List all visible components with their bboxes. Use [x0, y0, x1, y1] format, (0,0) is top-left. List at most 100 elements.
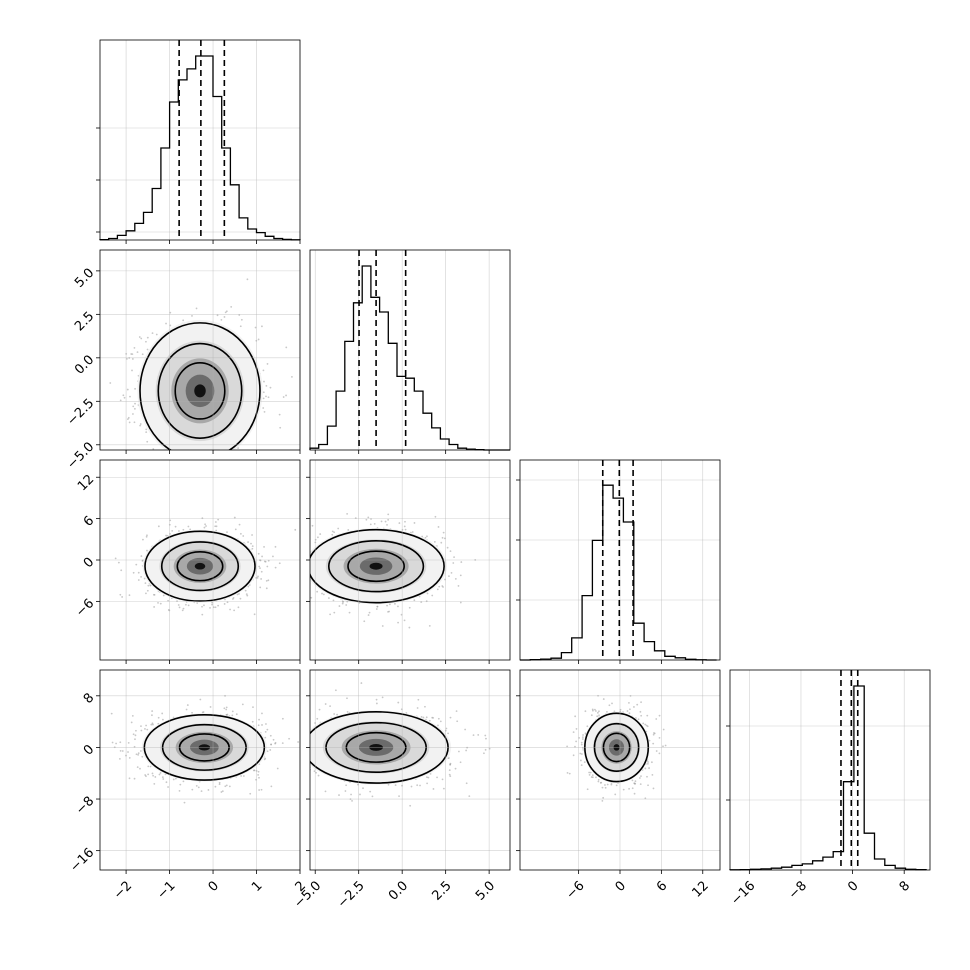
scatter-point — [135, 753, 138, 756]
scatter-point — [397, 605, 399, 608]
scatter-point — [251, 534, 253, 536]
scatter-point — [117, 561, 120, 564]
scatter-point — [263, 546, 265, 548]
scatter-point — [182, 528, 185, 531]
scatter-point — [157, 525, 160, 528]
scatter-point — [115, 742, 117, 745]
scatter-point — [331, 533, 334, 536]
scatter-point — [398, 522, 401, 524]
scatter-point — [327, 597, 330, 599]
scatter-point — [167, 454, 169, 456]
scatter-point — [146, 348, 149, 351]
scatter-point — [218, 781, 221, 784]
scatter-point — [133, 777, 136, 780]
scatter-point — [217, 452, 219, 454]
scatter-point — [139, 767, 141, 770]
scatter-point — [140, 576, 142, 578]
scatter-point — [120, 569, 123, 572]
scatter-point — [316, 590, 319, 593]
scatter-point — [119, 399, 122, 402]
scatter-point — [140, 337, 143, 340]
scatter-point — [297, 741, 299, 743]
scatter-point — [304, 565, 306, 567]
scatter-point — [238, 523, 241, 526]
scatter-point — [136, 351, 139, 354]
scatter-point — [214, 606, 217, 609]
scatter-point — [126, 388, 129, 391]
scatter-point — [302, 552, 304, 554]
scatter-point — [260, 570, 263, 573]
scatter-point — [442, 531, 445, 534]
scatter-point — [197, 786, 200, 789]
scatter-point — [231, 710, 234, 713]
scatter-point — [263, 758, 266, 761]
scatter-point — [267, 396, 270, 399]
scatter-point — [253, 613, 256, 616]
scatter-point — [126, 357, 128, 360]
scatter-point — [133, 421, 136, 424]
scatter-point — [230, 306, 233, 308]
scatter-point — [264, 736, 267, 739]
scatter-point — [167, 786, 169, 788]
scatter-point — [274, 545, 277, 548]
scatter-point — [161, 712, 164, 715]
scatter-point — [269, 386, 272, 389]
scatter-point — [167, 608, 170, 611]
scatter-point — [387, 513, 390, 516]
scatter-point — [266, 363, 269, 365]
scatter-point — [150, 723, 153, 726]
scatter-point — [321, 592, 323, 595]
scatter-point — [159, 772, 162, 774]
scatter-point — [136, 766, 139, 768]
scatter-point — [145, 724, 148, 727]
scatter-point — [303, 581, 305, 583]
scatter-point — [201, 613, 204, 616]
scatter-point — [215, 525, 218, 528]
scatter-point — [257, 770, 260, 773]
scatter-point — [265, 723, 267, 725]
contour-0 — [310, 528, 445, 604]
scatter-point — [291, 375, 293, 378]
scatter-point — [338, 605, 341, 607]
scatter-point — [226, 601, 229, 604]
scatter-point — [424, 536, 427, 539]
scatter-point — [224, 785, 227, 788]
scatter-point — [146, 534, 148, 537]
scatter-point — [131, 353, 134, 355]
scatter-point — [317, 536, 319, 539]
scatter-point — [240, 451, 242, 453]
scatter-point — [204, 523, 206, 526]
scatter-point — [130, 721, 133, 724]
density-level-4 — [194, 384, 206, 398]
scatter-point — [231, 598, 234, 600]
scatter-point — [127, 751, 129, 753]
scatter-point — [369, 523, 372, 526]
scatter-point — [217, 604, 220, 607]
scatter-point — [132, 413, 134, 415]
panel-content — [109, 278, 293, 456]
scatter-point — [151, 332, 154, 335]
scatter-point — [178, 606, 181, 609]
scatter-point — [165, 781, 168, 784]
scatter-point — [261, 712, 263, 715]
scatter-point — [307, 569, 309, 571]
scatter-point — [144, 774, 147, 776]
scatter-point — [454, 577, 457, 580]
scatter-point — [437, 526, 440, 528]
scatter-point — [122, 394, 125, 397]
scatter-point — [285, 394, 287, 397]
scatter-point — [224, 311, 227, 314]
scatter-point — [441, 536, 444, 539]
scatter-point — [216, 314, 219, 317]
scatter-point — [301, 568, 303, 570]
scatter-point — [217, 518, 220, 521]
scatter-point — [449, 550, 452, 553]
scatter-point — [386, 604, 388, 607]
scatter-point — [443, 537, 446, 540]
scatter-point — [142, 538, 144, 541]
scatter-point — [111, 741, 114, 744]
scatter-point — [446, 546, 449, 549]
scatter-point — [310, 596, 313, 599]
scatter-point — [262, 369, 265, 372]
scatter-point — [146, 440, 149, 443]
